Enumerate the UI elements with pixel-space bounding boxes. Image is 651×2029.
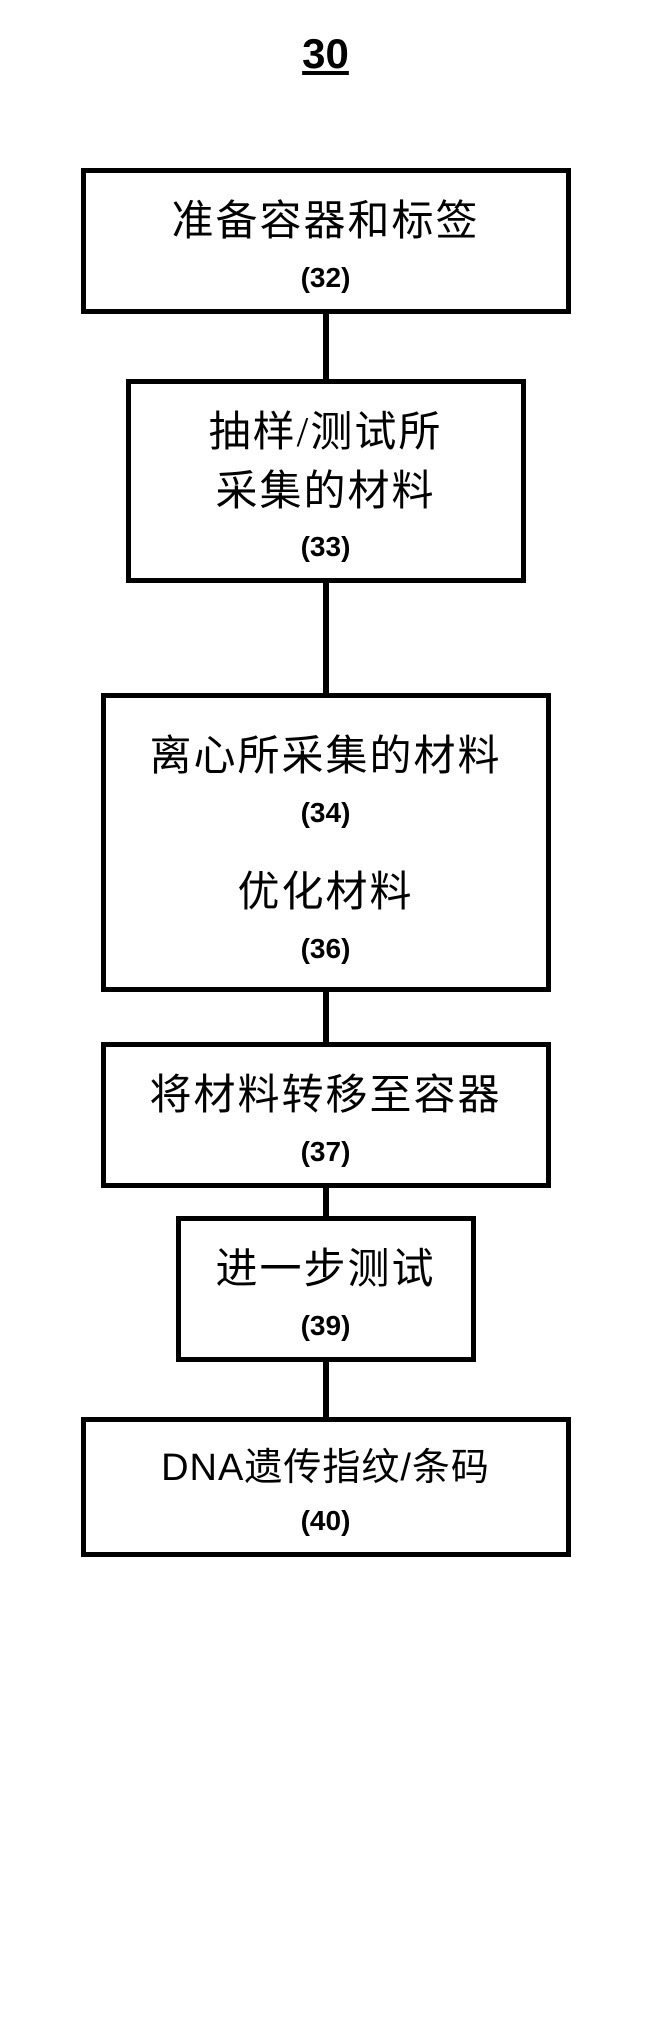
step-text: 将材料转移至容器 xyxy=(121,1067,531,1126)
step-ref: (33) xyxy=(146,531,506,563)
step-text: 离心所采集的材料 xyxy=(121,728,531,787)
step-text: 进一步测试 xyxy=(196,1241,456,1300)
step-text: 优化材料 xyxy=(121,864,531,923)
step-text: DNA遗传指纹/条码 xyxy=(101,1442,551,1495)
step-ref: (37) xyxy=(121,1136,531,1168)
step-ref: (39) xyxy=(196,1310,456,1342)
step-text: 准备容器和标签 xyxy=(101,193,551,252)
flowchart-container: 准备容器和标签 (32) 抽样/测试所 采集的材料 (33) 离心所采集的材料 … xyxy=(0,168,651,1557)
step-box-32: 准备容器和标签 (32) xyxy=(81,168,571,314)
step-ref: (40) xyxy=(101,1505,551,1537)
step-ref: (36) xyxy=(121,933,531,965)
step-ref: (34) xyxy=(121,797,531,829)
diagram-title: 30 xyxy=(0,30,651,78)
connector xyxy=(323,992,329,1042)
sub-section-36: 优化材料 (36) xyxy=(121,864,531,965)
connector xyxy=(323,1188,329,1216)
step-text-line1: 抽样/测试所 xyxy=(146,404,506,463)
step-box-37: 将材料转移至容器 (37) xyxy=(101,1042,551,1188)
connector xyxy=(323,583,329,693)
step-box-33: 抽样/测试所 采集的材料 (33) xyxy=(126,379,526,584)
step-box-34-36: 离心所采集的材料 (34) 优化材料 (36) xyxy=(101,693,551,992)
connector xyxy=(323,314,329,379)
step-box-40: DNA遗传指纹/条码 (40) xyxy=(81,1417,571,1557)
connector xyxy=(323,1362,329,1417)
step-ref: (32) xyxy=(101,262,551,294)
step-box-39: 进一步测试 (39) xyxy=(176,1216,476,1362)
step-text-line2: 采集的材料 xyxy=(146,463,506,522)
